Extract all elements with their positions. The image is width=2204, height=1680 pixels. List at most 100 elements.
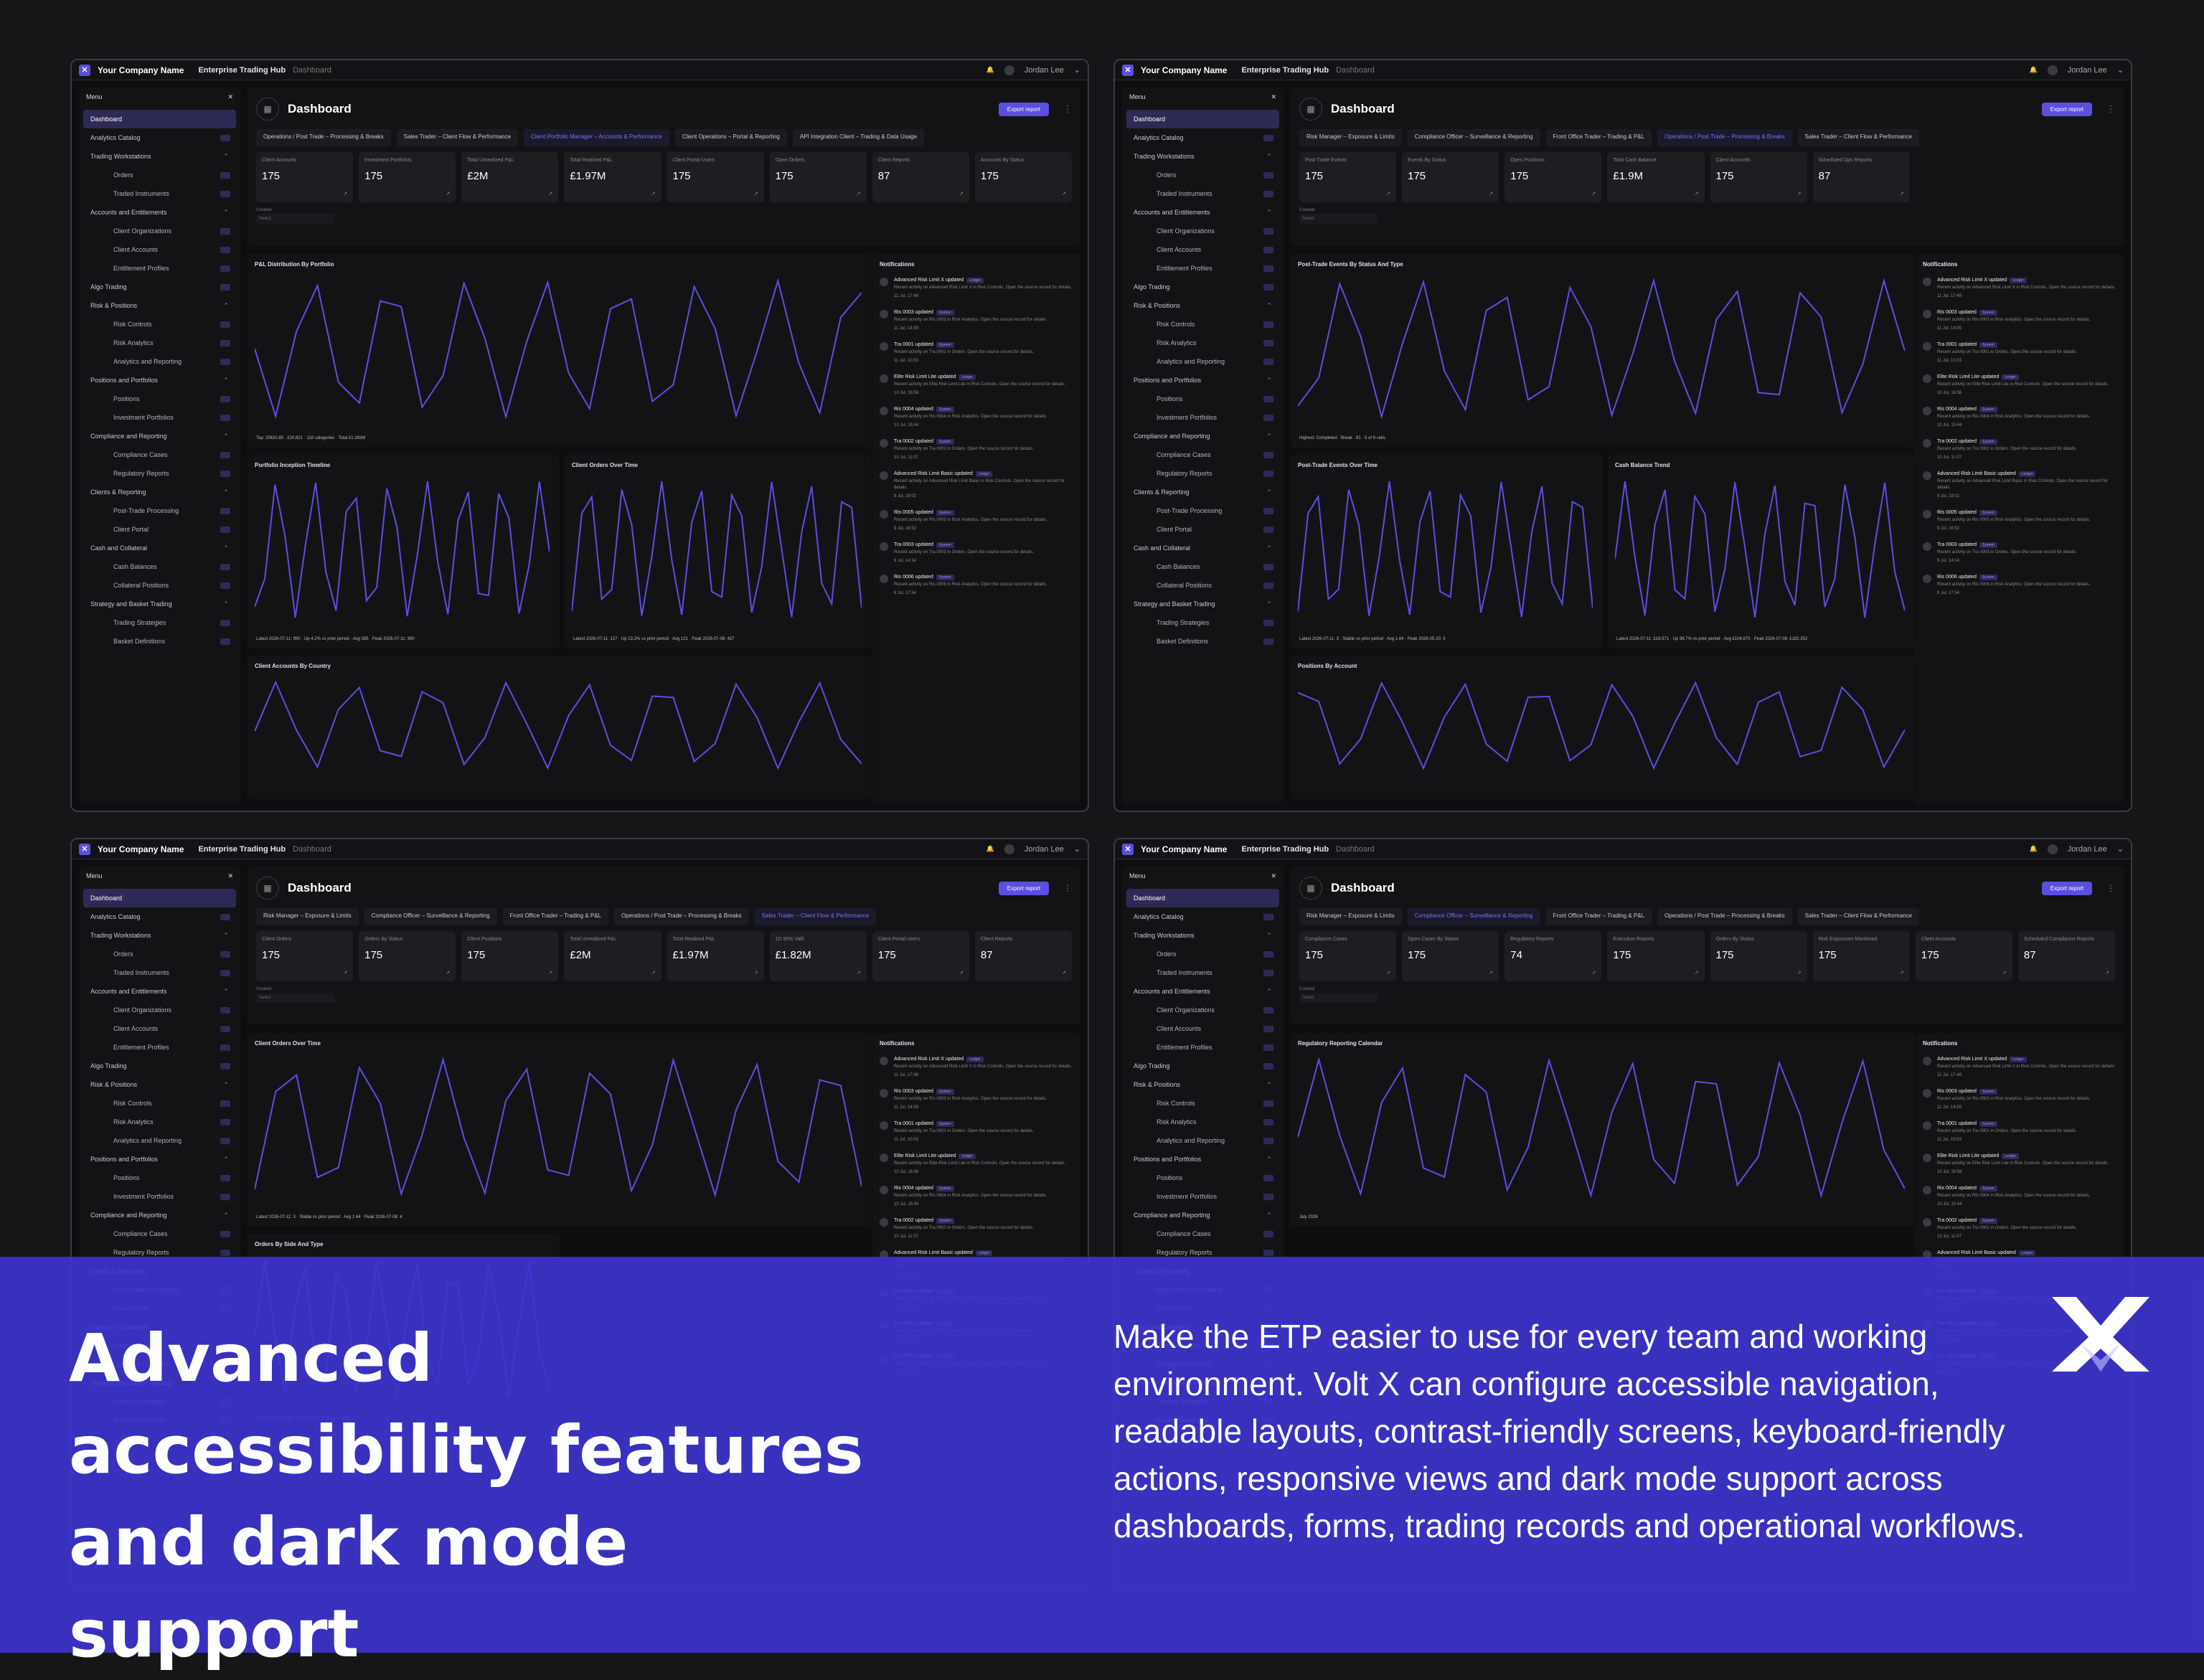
avatar[interactable] [1004,844,1014,854]
sidebar-item[interactable]: Analytics Catalog [1126,128,1279,147]
sidebar-item[interactable]: Positions [83,1169,236,1187]
sidebar-item[interactable]: Post-Trade Processing [1126,501,1279,520]
role-tab[interactable]: Operations / Post Trade – Processing & B… [1657,129,1792,146]
role-tab[interactable]: API Integration Client – Trading & Data … [792,129,925,146]
sidebar-item[interactable]: Orders [1126,166,1279,184]
close-icon[interactable]: ✕ [227,93,233,100]
app-name[interactable]: Enterprise Trading Hub [198,844,286,854]
kpi-card[interactable]: Risk Exposures Monitored 175 ↗ [1812,931,1910,981]
chevron-down-icon[interactable]: ⌄ [2116,845,2124,854]
created-filter[interactable]: Created Select [1299,208,1378,224]
sidebar-item[interactable]: Risk Analytics [83,1113,236,1131]
sidebar-item[interactable]: Entitlement Profiles [1126,1038,1279,1057]
sidebar-item[interactable]: Analytics and Reporting [83,352,236,371]
kpi-card[interactable]: Orders By Status 175 ↗ [359,931,456,981]
role-tab[interactable]: Operations / Post Trade – Processing & B… [1657,908,1792,925]
role-tab[interactable]: Front Office Trader – Trading & P&L [1545,908,1652,925]
kpi-card[interactable]: Client Positions 175 ↗ [461,931,559,981]
notification-item[interactable]: Ris 0003 updated System Recent activity on… [880,1089,1073,1111]
kpi-card[interactable]: Client Accounts 175 ↗ [1710,152,1807,202]
kpi-card[interactable]: Regulatory Reports 74 ↗ [1504,931,1602,981]
sidebar-item[interactable]: Entitlement Profiles [83,1038,236,1057]
kpi-card[interactable]: Orders By Status 175 ↗ [1710,931,1807,981]
sidebar-item[interactable]: Analytics and Reporting [83,1131,236,1150]
avatar[interactable] [2047,65,2058,75]
sidebar-item[interactable]: Orders [83,166,236,184]
sidebar-item[interactable]: Cash and Collateral ⌃ [1126,539,1279,557]
export-report-button[interactable]: Export report [998,881,1049,895]
sidebar-item[interactable]: Trading Workstations ⌃ [83,926,236,945]
created-filter[interactable]: Created Select [1299,987,1378,1003]
sidebar-item[interactable]: Risk Analytics [1126,334,1279,352]
filter-select[interactable]: Select [256,993,335,1003]
sidebar-item[interactable]: Client Accounts [1126,1019,1279,1038]
sidebar-item[interactable]: Accounts and Entitlements ⌃ [1126,203,1279,222]
more-options-icon[interactable]: ⋮ [2106,883,2115,893]
sidebar-item[interactable]: Compliance Cases [1126,445,1279,464]
notification-item[interactable]: Ris 0003 updated System Recent activity on… [1923,1089,2116,1111]
sidebar-item[interactable]: Accounts and Entitlements ⌃ [83,982,236,1001]
role-tab[interactable]: Front Office Trader – Trading & P&L [1545,129,1652,146]
sidebar-item[interactable]: Client Accounts [83,1019,236,1038]
sidebar-item[interactable]: Basket Definitions [1126,632,1279,651]
sidebar-item[interactable]: Accounts and Entitlements ⌃ [1126,982,1279,1001]
kpi-card[interactable]: Total Cash Balance £1.9M ↗ [1607,152,1705,202]
role-tab[interactable]: Risk Manager – Exposure & Limits [256,908,359,925]
sidebar-item[interactable]: Client Portal [1126,520,1279,539]
export-report-button[interactable]: Export report [2041,881,2092,895]
bell-icon[interactable]: 🔔 [2029,845,2038,852]
sidebar-item[interactable]: Risk & Positions ⌃ [83,1075,236,1094]
bell-icon[interactable]: 🔔 [2029,66,2038,73]
sidebar-item[interactable]: Analytics Catalog [1126,907,1279,926]
sidebar-item[interactable]: Trading Workstations ⌃ [1126,147,1279,166]
kpi-card[interactable]: Compliance Cases 175 ↗ [1299,931,1397,981]
sidebar-item[interactable]: Trading Strategies [83,613,236,632]
kpi-card[interactable]: Client Reports 87 ↗ [872,152,969,202]
sidebar-item[interactable]: Clients & Reporting ⌃ [1126,483,1279,501]
sidebar-item[interactable]: Client Accounts [83,240,236,259]
notification-item[interactable]: Tra 0002 updated System Recent activity on… [880,1218,1073,1240]
sidebar-item[interactable]: Compliance and Reporting ⌃ [1126,1206,1279,1224]
notification-item[interactable]: Advanced Risk Limit X updated Ledger Recen… [880,278,1073,300]
sidebar-item[interactable]: Risk Controls [83,315,236,334]
sidebar-item[interactable]: Client Organizations [1126,222,1279,240]
sidebar-item[interactable]: Traded Instruments [1126,184,1279,203]
notification-item[interactable]: Elite Risk Limit Lite updated Ledger Recen… [1923,1153,2116,1176]
sidebar-item[interactable]: Regulatory Reports [1126,1243,1279,1262]
sidebar-item[interactable]: Dashboard [1126,889,1279,907]
more-options-icon[interactable]: ⋮ [1063,883,1072,893]
created-filter[interactable]: Created Select [256,208,335,224]
sidebar-item[interactable]: Positions and Portfolios ⌃ [1126,371,1279,390]
notification-item[interactable]: Ris 0003 updated System Recent activity on… [880,310,1073,332]
kpi-card[interactable]: Client Reports 87 ↗ [974,931,1072,981]
sidebar-item[interactable]: Analytics and Reporting [1126,1131,1279,1150]
notification-item[interactable]: Advanced Risk Limit X updated Ledger Recen… [880,1057,1073,1079]
role-tab[interactable]: Compliance Officer – Surveillance & Repo… [1407,908,1540,925]
role-tab[interactable]: Risk Manager – Exposure & Limits [1299,908,1402,925]
role-tab[interactable]: Sales Trader – Client Flow & Performance [754,908,877,925]
sidebar-item[interactable]: Basket Definitions [83,632,236,651]
kpi-card[interactable]: Client Orders 175 ↗ [256,931,354,981]
sidebar-item[interactable]: Risk & Positions ⌃ [1126,296,1279,315]
notification-item[interactable]: Tra 0001 updated System Recent activity on… [880,342,1073,364]
sidebar-item[interactable]: Dashboard [1126,110,1279,128]
notification-item[interactable]: Elite Risk Limit Lite updated Ledger Recen… [1923,374,2116,397]
sidebar-item[interactable]: Risk Analytics [1126,1113,1279,1131]
export-report-button[interactable]: Export report [998,102,1049,116]
sidebar-item[interactable]: Cash Balances [83,557,236,576]
sidebar-item[interactable]: Investment Portfolios [1126,408,1279,427]
sidebar-item[interactable]: Compliance and Reporting ⌃ [1126,427,1279,445]
more-options-icon[interactable]: ⋮ [1063,104,1072,114]
sidebar-item[interactable]: Positions [1126,1169,1279,1187]
notification-item[interactable]: Elite Risk Limit Lite updated Ledger Recen… [880,1153,1073,1176]
kpi-card[interactable]: Total Unrealized P&L £2M ↗ [564,931,661,981]
sidebar-item[interactable]: Positions [83,390,236,408]
sidebar-item[interactable]: Client Accounts [1126,240,1279,259]
sidebar-item[interactable]: Orders [83,945,236,963]
kpi-card[interactable]: Events By Status 175 ↗ [1402,152,1499,202]
